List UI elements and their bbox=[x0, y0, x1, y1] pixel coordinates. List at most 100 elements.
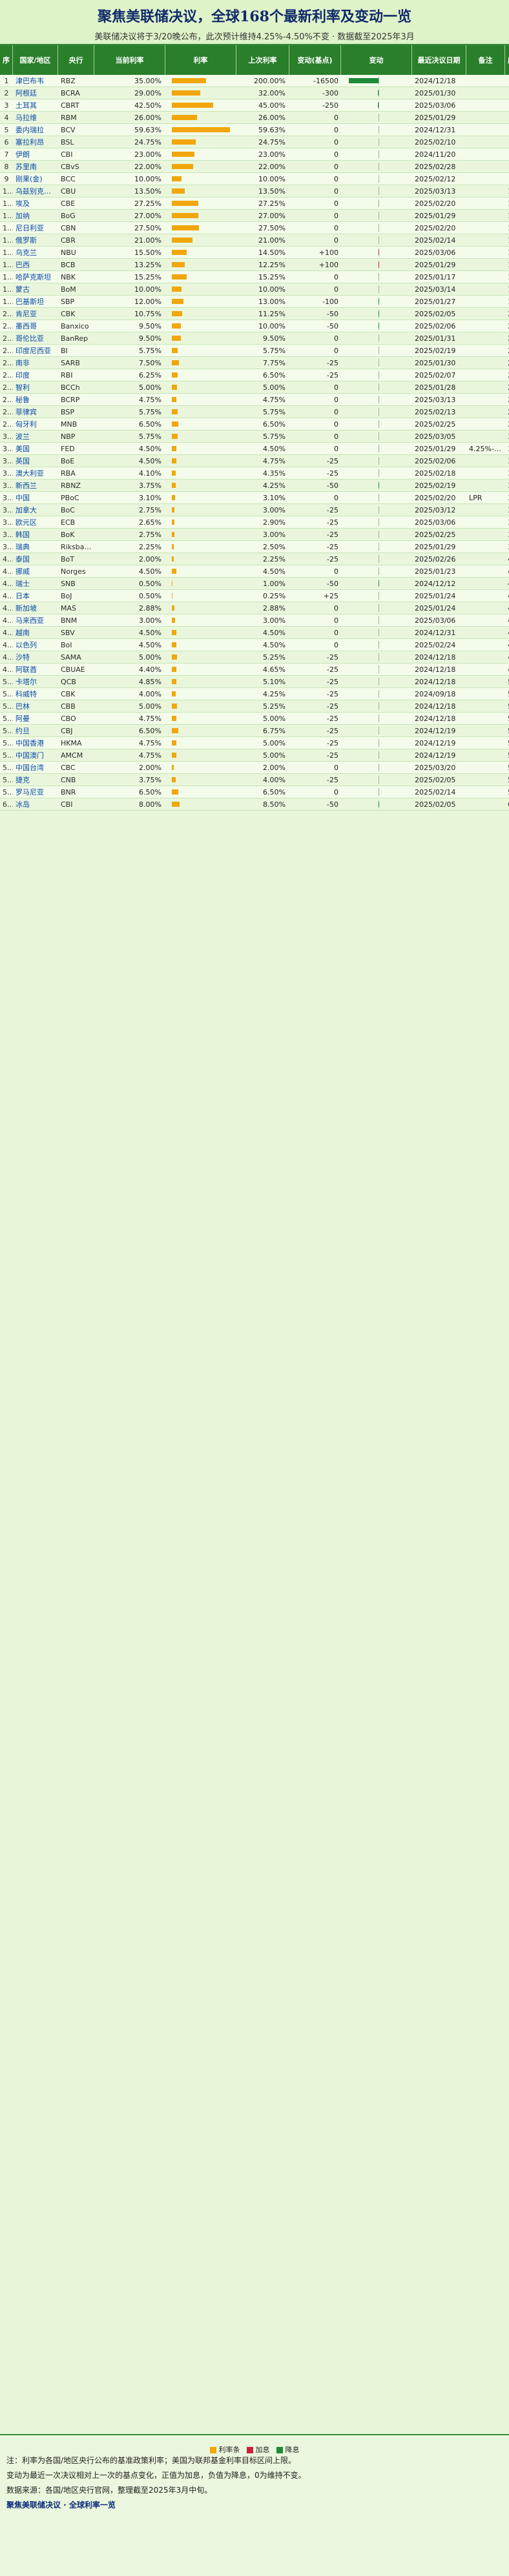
cell-rank: 19 bbox=[3, 297, 12, 306]
cell-rank-right: 56 bbox=[505, 751, 509, 760]
rate-bar-cell bbox=[165, 751, 236, 759]
rate-bar bbox=[172, 802, 180, 807]
table-row: 22 哥伦比亚 BanRep 9.50% 9.50% 0 2025/01/31 22 bbox=[0, 332, 509, 345]
rate-bar-cell bbox=[165, 494, 236, 502]
rate-bar bbox=[172, 139, 196, 145]
cell-change: 0 bbox=[334, 334, 338, 343]
rate-bar-cell bbox=[165, 396, 236, 403]
cell-current-rate: 5.75% bbox=[139, 407, 161, 416]
cell-bank: BoI bbox=[61, 640, 72, 649]
cell-rank: 15 bbox=[3, 248, 12, 257]
cell-rank-right: 57 bbox=[505, 764, 509, 772]
rate-bar-cell bbox=[165, 273, 236, 281]
cell-previous-rate: 12.25% bbox=[258, 260, 286, 269]
table-row: 23 印度尼西亚 BI 5.75% 5.75% 0 2025/02/19 23 bbox=[0, 345, 509, 357]
cell-previous-rate: 4.35% bbox=[263, 469, 286, 478]
rate-bar-cell bbox=[165, 199, 236, 207]
change-bar-cell bbox=[341, 114, 412, 121]
cell-rank-right: 10 bbox=[505, 187, 509, 196]
cell-current-rate: 4.50% bbox=[139, 567, 161, 576]
cell-change: 0 bbox=[334, 150, 338, 159]
rate-bar bbox=[172, 176, 182, 181]
change-bar-cell bbox=[341, 187, 412, 195]
cell-rank-right: 35 bbox=[505, 494, 509, 502]
rate-bar bbox=[172, 274, 187, 279]
cell-bank: BNR bbox=[61, 787, 76, 796]
cell-rank: 27 bbox=[3, 395, 12, 404]
cell-last-meeting: 2025/02/28 bbox=[415, 162, 456, 171]
cell-bank: BCC bbox=[61, 174, 76, 183]
cell-previous-rate: 22.00% bbox=[258, 162, 286, 171]
cell-previous-rate: 23.00% bbox=[258, 150, 286, 159]
cell-rank-right: 8 bbox=[505, 163, 509, 171]
cell-previous-rate: 2.90% bbox=[263, 518, 286, 527]
cell-last-meeting: 2025/02/07 bbox=[415, 370, 456, 380]
cell-country: 秘鲁 bbox=[16, 396, 30, 404]
rate-bar-cell bbox=[165, 383, 236, 391]
cell-current-rate: 10.00% bbox=[134, 174, 161, 183]
cell-last-meeting: 2025/02/20 bbox=[415, 223, 456, 232]
cell-rank: 49 bbox=[3, 665, 12, 674]
cell-bank: NBK bbox=[61, 272, 76, 281]
cell-rank-right: 1 bbox=[505, 77, 509, 85]
table-row: 44 新加坡 MAS 2.88% 2.88% 0 2025/01/24 44 bbox=[0, 602, 509, 614]
cell-change: -50 bbox=[327, 800, 338, 809]
cell-rank-right: 11 bbox=[505, 199, 509, 208]
cell-country: 哈萨克斯坦 bbox=[16, 273, 51, 281]
cell-last-meeting: 2024/12/19 bbox=[415, 738, 456, 747]
cell-previous-rate: 2.50% bbox=[263, 542, 286, 551]
cell-bank: CBvS bbox=[61, 162, 79, 171]
rate-bar bbox=[172, 103, 214, 108]
rate-bar-cell bbox=[165, 604, 236, 612]
cell-rank: 26 bbox=[3, 383, 12, 392]
col-notes: 备注 bbox=[466, 45, 505, 75]
cell-rank-right: 45 bbox=[505, 616, 509, 625]
cell-rank-right: 46 bbox=[505, 629, 509, 637]
cell-previous-rate: 14.50% bbox=[258, 248, 286, 257]
cell-previous-rate: 5.25% bbox=[263, 653, 286, 662]
cell-rank: 43 bbox=[3, 591, 12, 600]
rate-bar-cell bbox=[165, 665, 236, 673]
change-bar-cell bbox=[341, 89, 412, 97]
rate-bar-cell bbox=[165, 715, 236, 722]
cell-rank: 37 bbox=[3, 518, 12, 527]
cell-bank: CNB bbox=[61, 775, 76, 784]
cell-last-meeting: 2025/02/26 bbox=[415, 554, 456, 563]
rate-bar bbox=[172, 667, 176, 672]
cell-country: 韩国 bbox=[16, 531, 30, 539]
cell-last-meeting: 2025/01/23 bbox=[415, 567, 456, 576]
table-row: 48 沙特 SAMA 5.00% 5.25% -25 2024/12/18 48 bbox=[0, 651, 509, 664]
change-bar-cell bbox=[341, 604, 412, 612]
cell-current-rate: 5.00% bbox=[139, 653, 161, 662]
cell-last-meeting: 2024/12/31 bbox=[415, 125, 456, 134]
table-row: 11 埃及 CBE 27.25% 27.25% 0 2025/02/20 11 bbox=[0, 198, 509, 210]
rate-bar bbox=[172, 471, 176, 476]
cell-rank: 29 bbox=[3, 420, 12, 429]
cell-previous-rate: 0.25% bbox=[263, 591, 286, 600]
cell-bank: BCRA bbox=[61, 88, 80, 97]
rate-bar bbox=[172, 458, 176, 463]
cell-country: 蒙古 bbox=[16, 285, 30, 294]
rate-bar-cell bbox=[165, 77, 236, 85]
cell-bank: MNB bbox=[61, 420, 78, 429]
cell-change: 0 bbox=[334, 272, 338, 281]
cell-rank-right: 25 bbox=[505, 371, 509, 380]
table-row: 6 塞拉利昂 BSL 24.75% 24.75% 0 2025/02/10 6 bbox=[0, 136, 509, 148]
table-row: 45 马来西亚 BNM 3.00% 3.00% 0 2025/03/06 45 bbox=[0, 614, 509, 627]
cell-current-rate: 6.50% bbox=[139, 787, 161, 796]
rate-bar bbox=[172, 311, 183, 316]
cell-country: 美国 bbox=[16, 445, 30, 453]
rate-bar bbox=[172, 544, 174, 549]
rate-bar-cell bbox=[165, 138, 236, 146]
table-row: 17 哈萨克斯坦 NBK 15.25% 15.25% 0 2025/01/17 17 bbox=[0, 271, 509, 283]
cell-current-rate: 6.25% bbox=[139, 370, 161, 380]
rate-bar bbox=[172, 225, 199, 230]
cell-change: 0 bbox=[334, 187, 338, 196]
cell-previous-rate: 2.00% bbox=[263, 763, 286, 772]
cell-rank-right: 6 bbox=[505, 138, 509, 147]
cell-last-meeting: 2025/02/19 bbox=[415, 481, 456, 490]
rate-bar bbox=[172, 654, 177, 660]
cell-last-meeting: 2025/02/24 bbox=[415, 640, 456, 649]
cell-country: 中国 bbox=[16, 494, 30, 502]
